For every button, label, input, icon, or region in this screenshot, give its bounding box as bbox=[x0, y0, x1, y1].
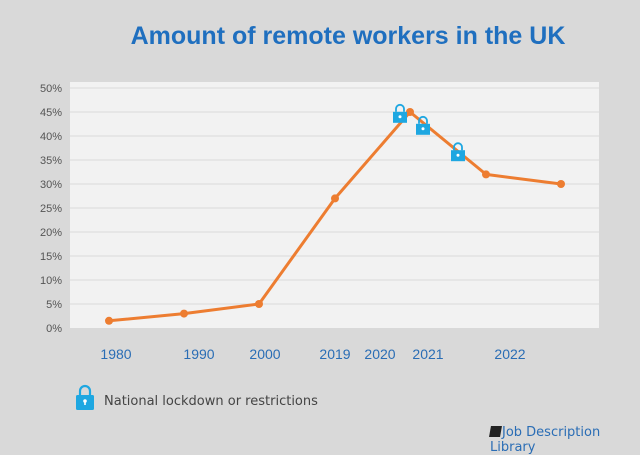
x-tick-label: 2020 bbox=[364, 346, 395, 362]
y-tick-label: 25% bbox=[40, 203, 62, 215]
data-point-2021 bbox=[482, 170, 490, 179]
lock-icon bbox=[416, 115, 430, 135]
x-tick-label: 1990 bbox=[183, 346, 214, 362]
data-point-2000 bbox=[255, 300, 263, 308]
y-tick-label: 50% bbox=[40, 83, 62, 95]
data-point-1990 bbox=[180, 309, 188, 318]
y-tick-label: 15% bbox=[40, 251, 62, 263]
data-point-2020 bbox=[406, 108, 414, 116]
x-tick-label: 2019 bbox=[319, 346, 350, 362]
x-tick-label: 1980 bbox=[100, 346, 131, 362]
y-tick-label: 10% bbox=[40, 275, 62, 287]
y-tick-label: 40% bbox=[40, 131, 62, 143]
y-tick-label: 5% bbox=[46, 299, 62, 311]
book-icon bbox=[489, 426, 502, 437]
brand-name: Job Description Library bbox=[490, 425, 601, 455]
y-tick-label: 20% bbox=[40, 227, 62, 239]
lock-icon bbox=[393, 103, 407, 123]
legend-label: National lockdown or restrictions bbox=[104, 394, 318, 409]
brand-logo: Job Description Library bbox=[489, 425, 640, 455]
data-point-1980 bbox=[105, 316, 113, 325]
lock-icon bbox=[451, 142, 465, 162]
x-tick-label: 2000 bbox=[249, 346, 280, 362]
y-tick-label: 45% bbox=[40, 107, 62, 119]
x-tick-label: 2022 bbox=[494, 346, 525, 362]
y-tick-label: 35% bbox=[40, 155, 62, 167]
chart-title: Amount of remote workers in the UK bbox=[130, 22, 566, 50]
data-point-2022 bbox=[557, 180, 565, 188]
y-tick-label: 30% bbox=[40, 179, 62, 191]
y-tick-label: 0% bbox=[46, 323, 62, 335]
data-point-2019 bbox=[331, 194, 339, 203]
x-tick-label: 2021 bbox=[412, 346, 443, 362]
plot-area bbox=[70, 82, 599, 328]
